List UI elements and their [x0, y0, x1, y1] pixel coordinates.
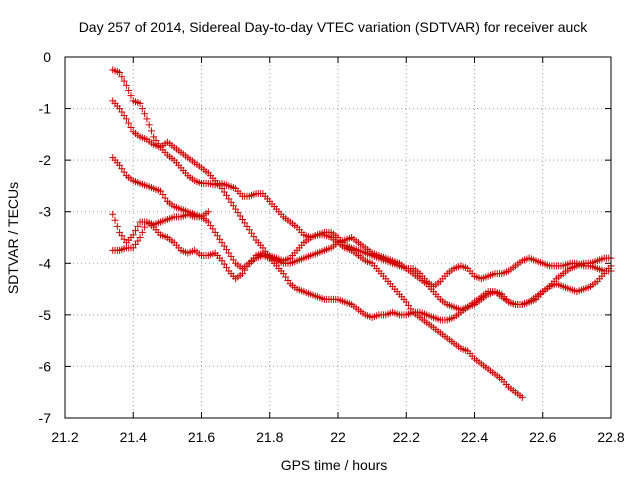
x-tick-label: 22.2	[393, 429, 420, 445]
chart-title: Day 257 of 2014, Sidereal Day-to-day VTE…	[79, 19, 589, 35]
y-tick-label: -2	[39, 152, 52, 168]
data-point	[122, 81, 130, 89]
data-point	[141, 110, 149, 118]
x-tick-label: 22.8	[597, 429, 624, 445]
series-track-c	[109, 154, 615, 290]
grid-lines	[65, 57, 611, 418]
x-tick-label: 21.2	[51, 429, 78, 445]
y-tick-label: -1	[39, 101, 52, 117]
x-tick-label: 22.4	[461, 429, 488, 445]
data-point	[113, 222, 121, 230]
data-point	[122, 115, 130, 123]
data-points	[109, 66, 615, 401]
axis-ticks	[64, 56, 612, 419]
data-point	[147, 127, 155, 135]
data-point	[136, 99, 144, 107]
data-point	[134, 222, 142, 230]
x-tick-label: 21.6	[188, 429, 215, 445]
x-axis-label: GPS time / hours	[281, 457, 388, 473]
plot-frame	[64, 56, 612, 419]
data-point	[138, 105, 146, 113]
x-tick-label: 21.4	[120, 429, 147, 445]
series-track-d	[109, 210, 615, 314]
data-point	[141, 223, 149, 231]
data-point	[118, 73, 126, 81]
data-point	[204, 208, 212, 216]
x-tick-label: 21.8	[256, 429, 283, 445]
y-tick-label: -3	[39, 204, 52, 220]
data-point	[125, 119, 133, 127]
y-axis-label: SDTVAR / TECUs	[5, 182, 21, 294]
y-tick-labels: 0 -1 -2 -3 -4 -5 -6 -7	[39, 49, 52, 426]
data-point	[145, 121, 153, 129]
data-point	[120, 77, 128, 85]
y-tick-label: -6	[39, 358, 52, 374]
data-point	[518, 393, 526, 401]
data-point	[138, 228, 146, 236]
x-tick-labels: 21.2 21.4 21.6 21.8 22 22.2 22.4 22.6 22.8	[51, 429, 624, 445]
data-point	[143, 115, 151, 123]
data-point	[125, 87, 133, 95]
data-point	[127, 92, 135, 100]
x-tick-label: 22	[330, 429, 346, 445]
data-point	[127, 123, 135, 131]
data-point	[136, 234, 144, 241]
series-track-e	[109, 208, 212, 254]
y-tick-label: 0	[43, 49, 51, 65]
y-tick-label: -7	[39, 410, 52, 426]
data-point	[111, 216, 119, 224]
y-tick-label: -5	[39, 307, 52, 323]
data-point	[129, 231, 137, 239]
x-tick-label: 22.6	[529, 429, 556, 445]
y-tick-label: -4	[39, 255, 52, 271]
data-point	[116, 68, 124, 76]
data-point	[132, 227, 140, 235]
data-point	[109, 210, 117, 218]
